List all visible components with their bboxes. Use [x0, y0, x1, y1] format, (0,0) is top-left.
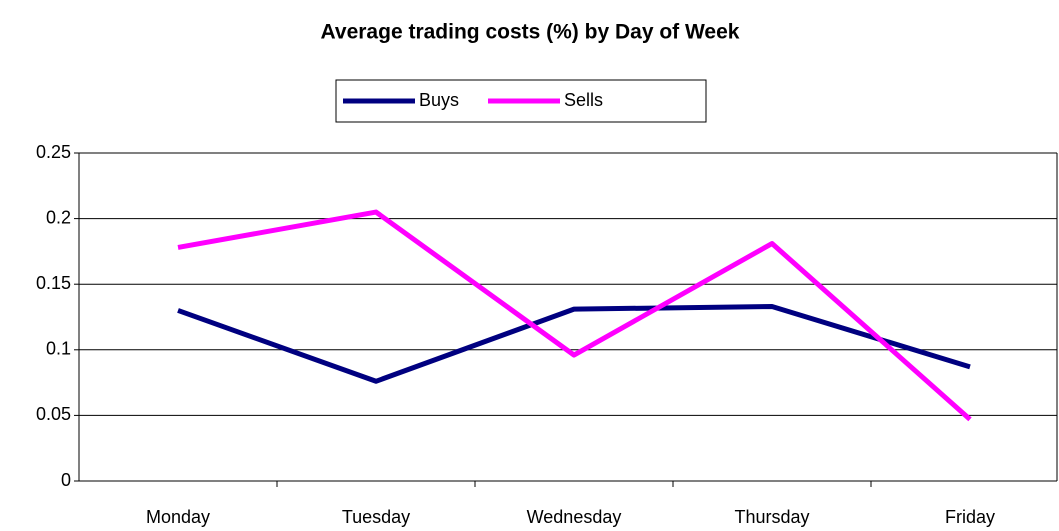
y-tick-label: 0.1	[46, 339, 71, 359]
y-tick-label: 0.05	[36, 404, 71, 424]
chart-title: Average trading costs (%) by Day of Week	[321, 21, 740, 44]
legend-label: Sells	[564, 90, 603, 110]
x-tick-label: Tuesday	[342, 507, 410, 527]
x-tick-label: Monday	[146, 507, 210, 527]
legend-label: Buys	[419, 90, 459, 110]
x-tick-label: Thursday	[734, 507, 809, 527]
x-tick-label: Friday	[945, 507, 995, 527]
y-tick-label: 0.25	[36, 142, 71, 162]
y-tick-label: 0	[61, 470, 71, 490]
y-tick-label: 0.15	[36, 273, 71, 293]
y-tick-label: 0.2	[46, 207, 71, 227]
series-line	[177, 209, 972, 422]
series-line	[177, 304, 971, 384]
x-tick-label: Wednesday	[527, 507, 622, 527]
